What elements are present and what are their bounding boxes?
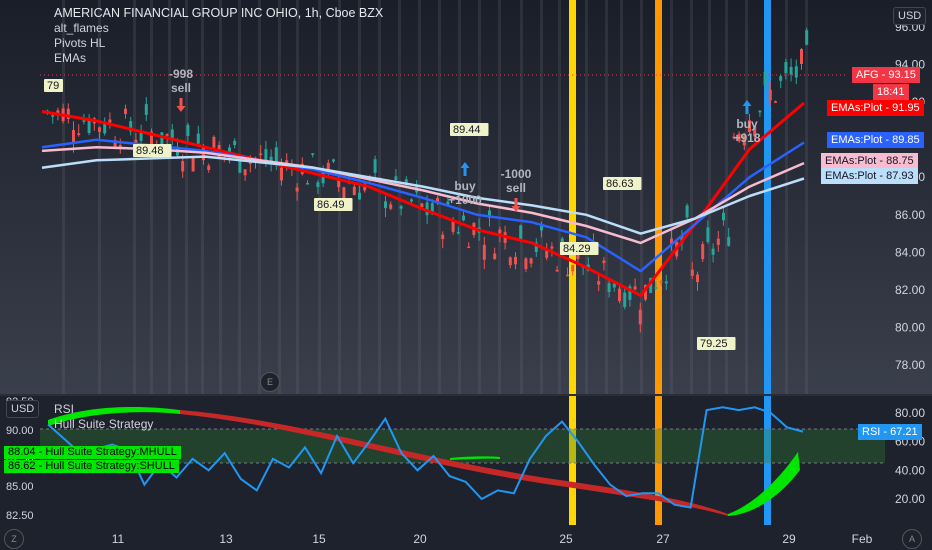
signal-buy[interactable]: buy+1000 bbox=[448, 162, 482, 207]
svg-text:86.49: 86.49 bbox=[317, 199, 345, 211]
pivot-label: 89.44 bbox=[450, 123, 489, 136]
indicator-emas[interactable]: EMAs bbox=[54, 51, 87, 65]
price-tick: 78.00 bbox=[895, 358, 925, 372]
svg-text:-1000: -1000 bbox=[501, 167, 532, 181]
time-tick: 11 bbox=[112, 532, 125, 546]
signal-buy[interactable]: buy+918 bbox=[733, 100, 761, 145]
hull-tick: 82.50 bbox=[6, 510, 34, 522]
svg-text:buy: buy bbox=[454, 179, 476, 193]
pivot-label: 86.63 bbox=[603, 177, 642, 190]
session-bar-orange bbox=[655, 0, 662, 395]
session-bar-blue bbox=[764, 0, 771, 395]
price-tick: 82.00 bbox=[895, 283, 925, 297]
chart-legend: AMERICAN FINANCIAL GROUP INC OHIO, 1h, C… bbox=[54, 6, 383, 66]
rsi-value-label: RSI - 67.21 bbox=[858, 424, 922, 440]
hull-tick: 85.00 bbox=[6, 481, 34, 493]
rsi-tick: 40.00 bbox=[895, 463, 925, 477]
time-tick: 15 bbox=[312, 532, 326, 546]
ema-line-3 bbox=[41, 155, 805, 235]
pivot-labels: 79 89.48 86.49 89.44 86.63 84.29 79.25 bbox=[44, 79, 736, 350]
time-tick: 25 bbox=[559, 532, 573, 546]
rsi-line bbox=[47, 406, 804, 509]
zoom-z-icon[interactable]: Z bbox=[4, 529, 24, 549]
sub-currency-button[interactable]: USD bbox=[6, 400, 40, 418]
pivot-label: 79 bbox=[44, 79, 63, 92]
time-axis: 11 13 15 20 25 27 29 Feb bbox=[112, 532, 873, 546]
svg-text:86.63: 86.63 bbox=[606, 178, 634, 190]
price-tick: 84.00 bbox=[895, 245, 925, 259]
session-bar-yellow bbox=[569, 0, 576, 395]
sub-legend: RSI Hull Suite Strategy bbox=[54, 402, 153, 432]
hull-shull-label: 86.62 - Hull Suite Strategy:SHULL bbox=[4, 460, 179, 473]
pivot-label: 86.49 bbox=[314, 198, 353, 211]
svg-text:sell: sell bbox=[506, 181, 526, 195]
svg-text:buy: buy bbox=[736, 117, 758, 131]
price-axis: 96.0094.0092.0088.0086.0084.0082.0080.00… bbox=[895, 20, 925, 372]
hull-mhull-label: 88.04 - Hull Suite Strategy:MHULL bbox=[4, 446, 181, 459]
svg-text:89.44: 89.44 bbox=[453, 124, 481, 136]
price-label-2: EMAs:Plot - 91.95 bbox=[827, 100, 924, 116]
event-marker[interactable]: E bbox=[260, 372, 280, 392]
svg-text:79: 79 bbox=[47, 80, 59, 92]
price-label-5: EMAs:Plot - 87.93 bbox=[821, 168, 918, 184]
indicator-pivots-hl[interactable]: Pivots HL bbox=[54, 36, 106, 50]
pivot-label: 89.48 bbox=[133, 144, 172, 157]
hull-suite-ribbon bbox=[48, 407, 800, 516]
svg-text:89.48: 89.48 bbox=[136, 145, 164, 157]
svg-text:sell: sell bbox=[171, 81, 191, 95]
time-tick: 20 bbox=[413, 532, 427, 546]
svg-text:79.25: 79.25 bbox=[700, 338, 728, 350]
symbol-title[interactable]: AMERICAN FINANCIAL GROUP INC OHIO, 1h, C… bbox=[54, 6, 384, 20]
currency-button[interactable]: USD bbox=[893, 7, 927, 25]
svg-text:-998: -998 bbox=[169, 67, 193, 81]
rsi-tick: 80.00 bbox=[895, 406, 925, 420]
price-tick: 80.00 bbox=[895, 320, 925, 334]
legend-rsi[interactable]: RSI bbox=[54, 402, 75, 416]
price-tick: 86.00 bbox=[895, 208, 925, 222]
ema-line-0 bbox=[41, 101, 805, 297]
pivot-label: 84.29 bbox=[560, 242, 599, 255]
indicator-alt-flames[interactable]: alt_flames bbox=[54, 21, 109, 35]
pivot-label: 79.25 bbox=[697, 337, 736, 350]
auto-scale-icon[interactable]: A bbox=[902, 529, 922, 549]
price-label-1: 18:41 bbox=[873, 84, 909, 100]
svg-text:84.29: 84.29 bbox=[563, 243, 591, 255]
price-label-4: EMAs:Plot - 88.75 bbox=[821, 153, 918, 169]
rsi-tick: 20.00 bbox=[895, 492, 925, 506]
time-tick: 29 bbox=[782, 532, 796, 546]
hull-tick: 90.00 bbox=[6, 425, 34, 437]
price-label-3: EMAs:Plot - 89.85 bbox=[827, 132, 924, 148]
legend-hull[interactable]: Hull Suite Strategy bbox=[54, 417, 154, 431]
svg-text:+1000: +1000 bbox=[448, 193, 482, 207]
svg-text:+918: +918 bbox=[733, 131, 760, 145]
time-tick: Feb bbox=[852, 532, 873, 546]
time-tick: 13 bbox=[219, 532, 233, 546]
time-tick: 27 bbox=[656, 532, 670, 546]
price-label-0: AFG - 93.15 bbox=[852, 67, 920, 83]
